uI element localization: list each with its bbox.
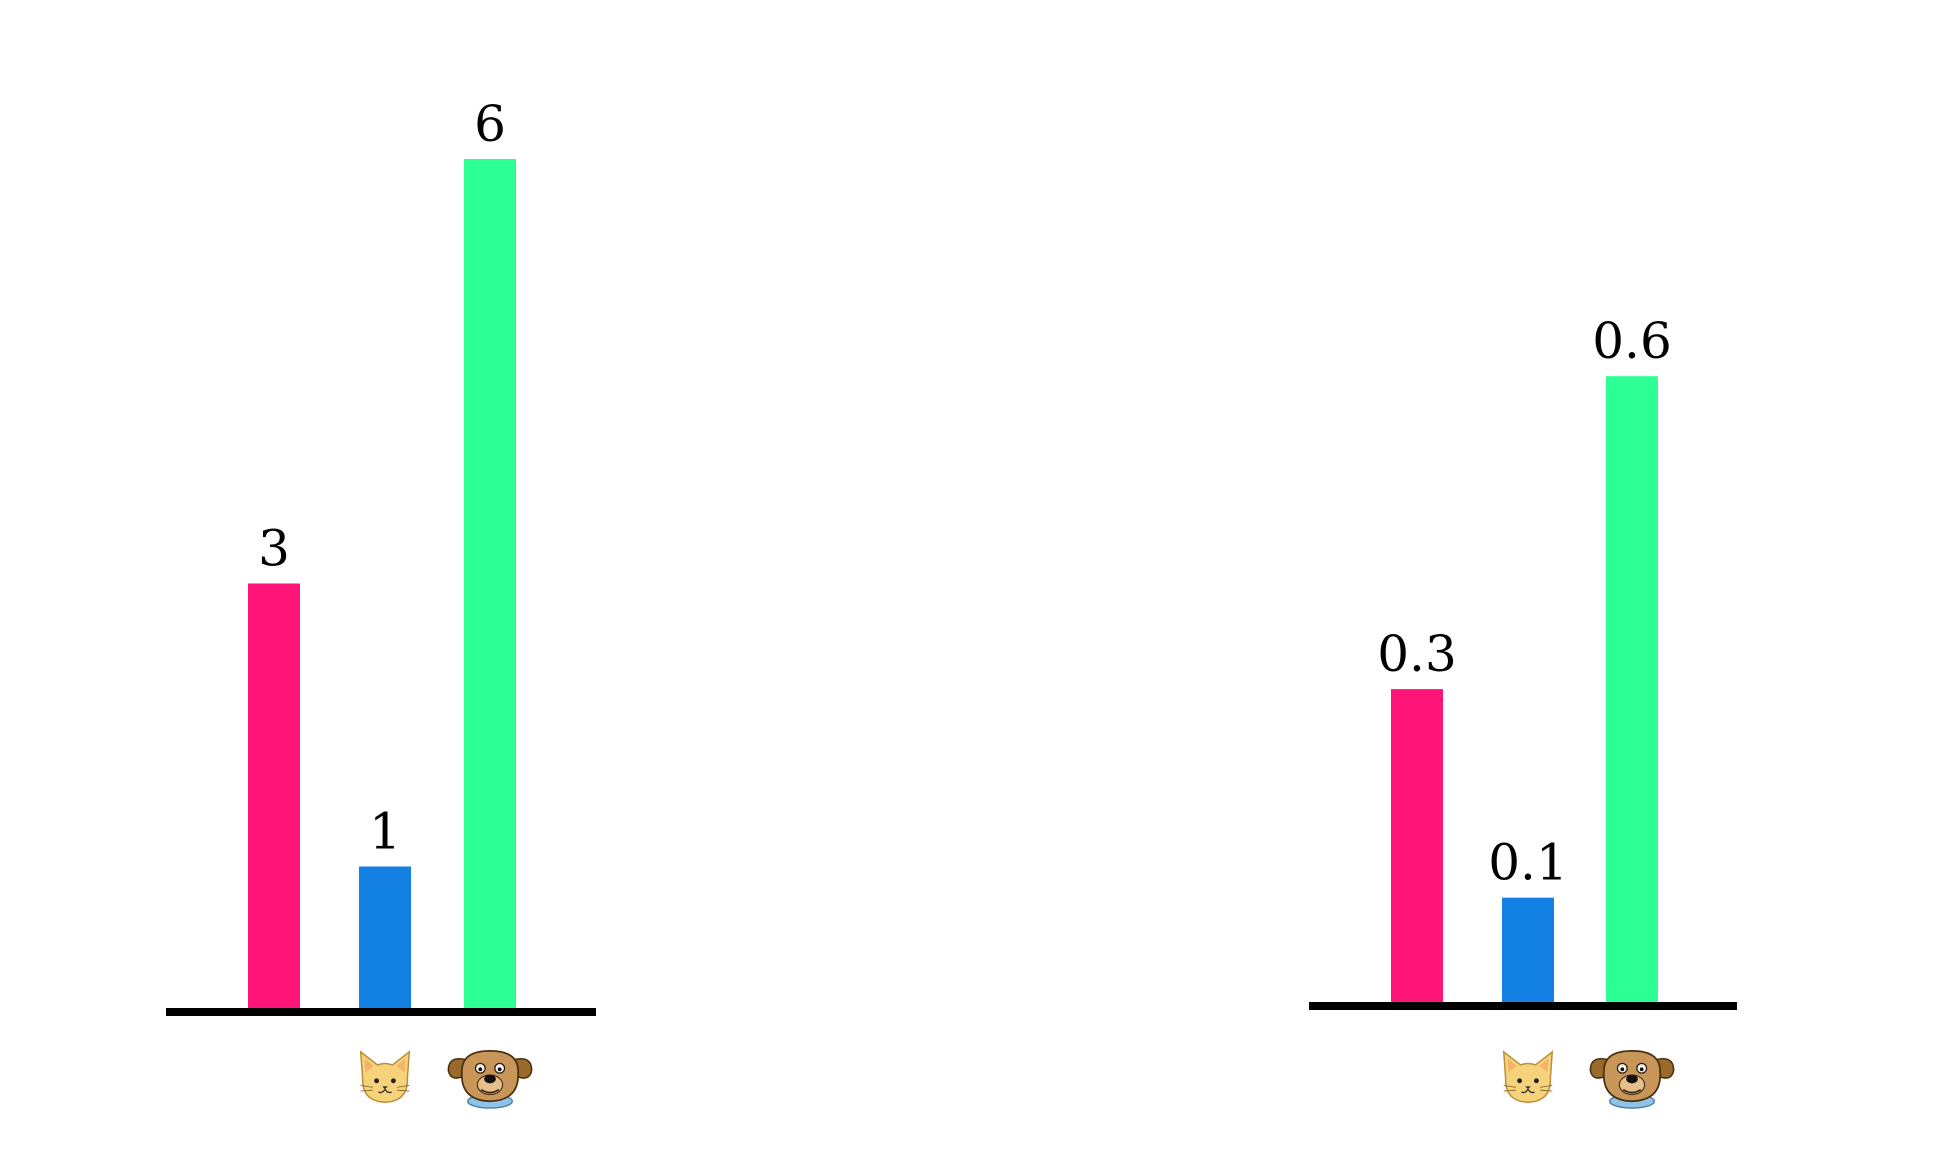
bar-chart-counts: 3 1 6 [166,95,596,1109]
bars-group [1391,376,1658,1002]
data-label-first: 0.3 [1377,625,1457,683]
data-label-dog: 0.6 [1592,312,1672,370]
cat-face-icon [359,1051,411,1104]
category-icons-group [1502,1049,1675,1109]
data-label-cat: 0.1 [1488,834,1568,892]
bar-cat [1502,897,1554,1002]
bar-dog [464,159,516,1008]
data-labels-group: 0.3 0.1 0.6 [1377,312,1672,892]
bars-group [248,159,516,1008]
bar-cat [359,866,411,1008]
bar-first [248,583,300,1008]
bar-first [1391,689,1443,1002]
dog-face-icon [1589,1049,1675,1109]
cat-face-icon [1502,1051,1554,1104]
category-icons-group [359,1049,533,1109]
bar-chart-fractions: 0.3 0.1 0.6 [1309,312,1737,1109]
data-labels-group: 3 1 6 [258,95,506,861]
dog-face-icon [447,1049,533,1109]
data-label-cat: 1 [369,803,401,861]
bar-dog [1606,376,1658,1002]
data-label-dog: 6 [474,95,506,153]
data-label-first: 3 [258,520,290,578]
